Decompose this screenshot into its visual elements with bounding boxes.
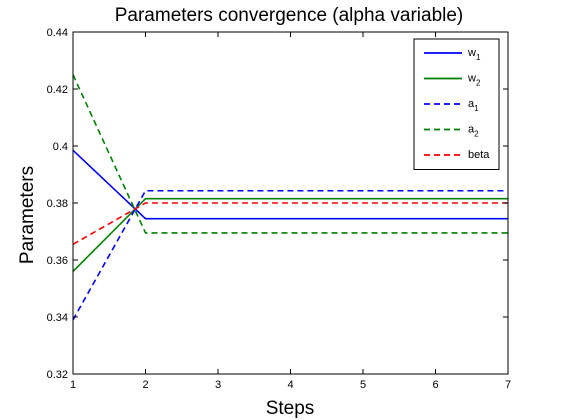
axes: 1 2 3 4 5 6 7 0.32 0.34 0.36 0.38 0.4 0.42 0.44	[47, 27, 511, 391]
x-tick-label: 1	[70, 379, 76, 391]
x-axis-title: Steps	[266, 398, 315, 419]
y-tick-label: 0.38	[47, 198, 68, 210]
y-tick-label: 0.32	[47, 369, 68, 381]
x-tick-label: 6	[432, 379, 438, 391]
series-lines	[72, 74, 508, 321]
y-tick-label: 0.44	[47, 27, 68, 39]
legend-label: w2	[467, 73, 481, 88]
legend-label: a2	[468, 124, 479, 139]
legend-label: a1	[468, 98, 479, 113]
x-tick-label: 3	[215, 379, 221, 391]
x-tick-label: 2	[142, 379, 148, 391]
x-tick-label: 7	[505, 379, 511, 391]
legend-label: w1	[467, 47, 481, 62]
y-tick-label: 0.34	[47, 312, 68, 324]
series-line-a1	[72, 189, 508, 321]
x-tick-label: 5	[360, 379, 366, 391]
series-line-w2	[72, 197, 508, 272]
y-tick-label: 0.42	[47, 84, 68, 96]
legend-label: beta	[468, 149, 490, 161]
y-axis-title: Parameters	[17, 166, 38, 264]
y-tick-label: 0.36	[47, 255, 68, 267]
series-line-a2	[72, 74, 508, 234]
legend: w1 w2 a1 a2 beta	[413, 38, 500, 170]
series-line-w1	[72, 149, 508, 220]
x-tick-label: 4	[287, 379, 293, 391]
chart-title: Parameters convergence (alpha variable)	[115, 5, 464, 26]
y-tick-label: 0.4	[53, 141, 68, 153]
series-line-beta	[72, 202, 508, 246]
